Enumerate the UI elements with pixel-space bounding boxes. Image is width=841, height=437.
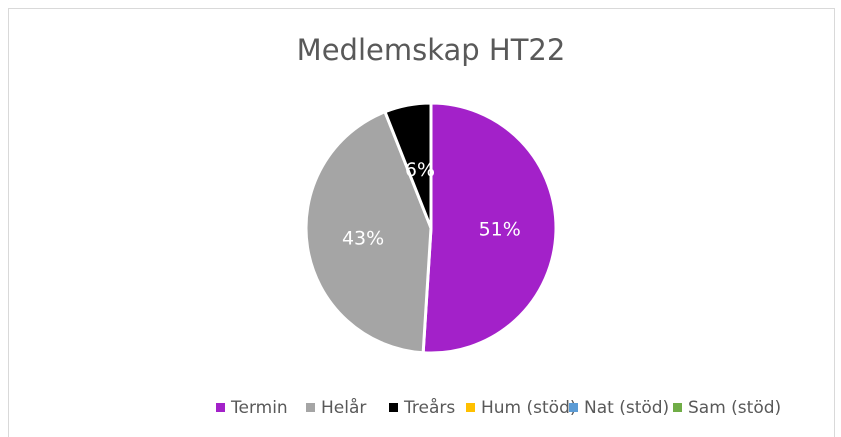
data-label: 51%: [479, 219, 521, 241]
legend-marker: [389, 403, 398, 412]
legend-marker: [466, 403, 475, 412]
legend-marker: [569, 403, 578, 412]
legend-label: Helår: [321, 397, 366, 418]
data-label: 6%: [405, 159, 435, 181]
legend-label: Termin: [230, 398, 288, 418]
data-label: 43%: [342, 227, 384, 249]
legend-label: Hum (stöd): [481, 398, 577, 418]
legend-marker: [673, 403, 682, 412]
chart-title: Medlemskap HT22: [297, 33, 566, 67]
legend-label: Treårs: [403, 397, 455, 418]
legend-marker: [216, 403, 225, 412]
legend-label: Sam (stöd): [688, 398, 781, 418]
pie-slice: [421, 101, 558, 355]
pie-slice: [304, 110, 433, 355]
legend-label: Nat (stöd): [584, 398, 669, 418]
legend-marker: [306, 403, 315, 412]
